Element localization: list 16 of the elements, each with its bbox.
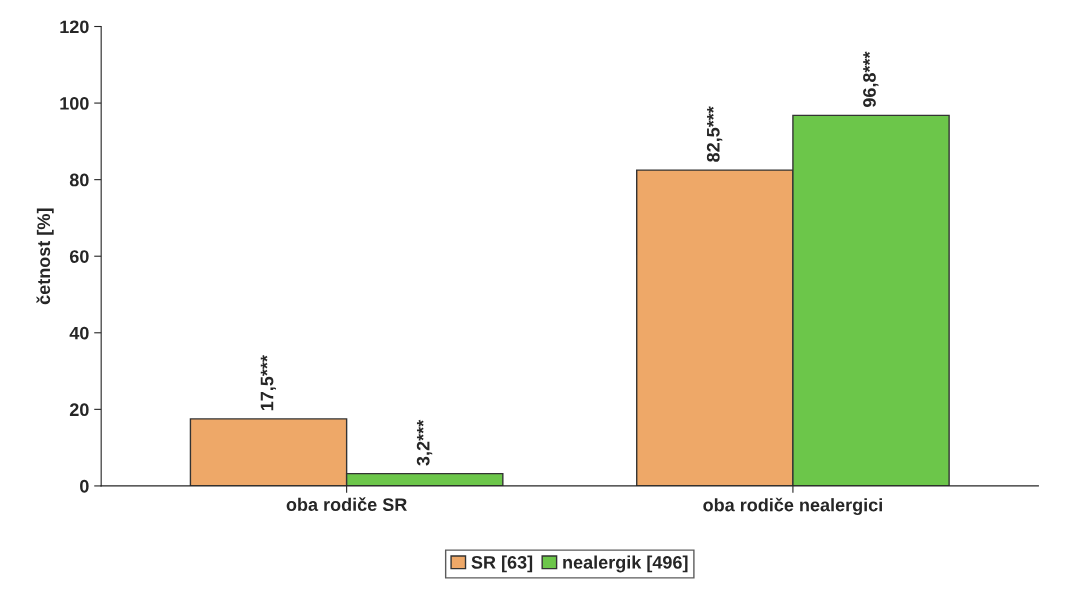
legend-label: SR [63] xyxy=(471,555,533,573)
y-tick-label: 120 xyxy=(60,20,89,34)
y-tick-label: 0 xyxy=(80,479,89,493)
legend-label: nealergik [496] xyxy=(563,555,688,573)
y-axis-title: četnost [%] xyxy=(36,208,54,305)
y-tick-label: 100 xyxy=(60,97,89,110)
data-label: 17,5*** xyxy=(260,355,276,411)
y-tick-label: 80 xyxy=(69,173,89,187)
data-label: 96,8*** xyxy=(863,51,879,108)
y-tick-label: 40 xyxy=(69,326,89,340)
data-label: 82,5*** xyxy=(706,106,723,162)
x-tick-label: oba rodiče SR xyxy=(286,497,407,511)
data-label: 3,2*** xyxy=(416,419,433,466)
x-tick-label: oba rodiče nealergici xyxy=(703,497,882,516)
y-tick-label: 60 xyxy=(69,250,89,263)
y-tick-label: 20 xyxy=(69,403,89,417)
